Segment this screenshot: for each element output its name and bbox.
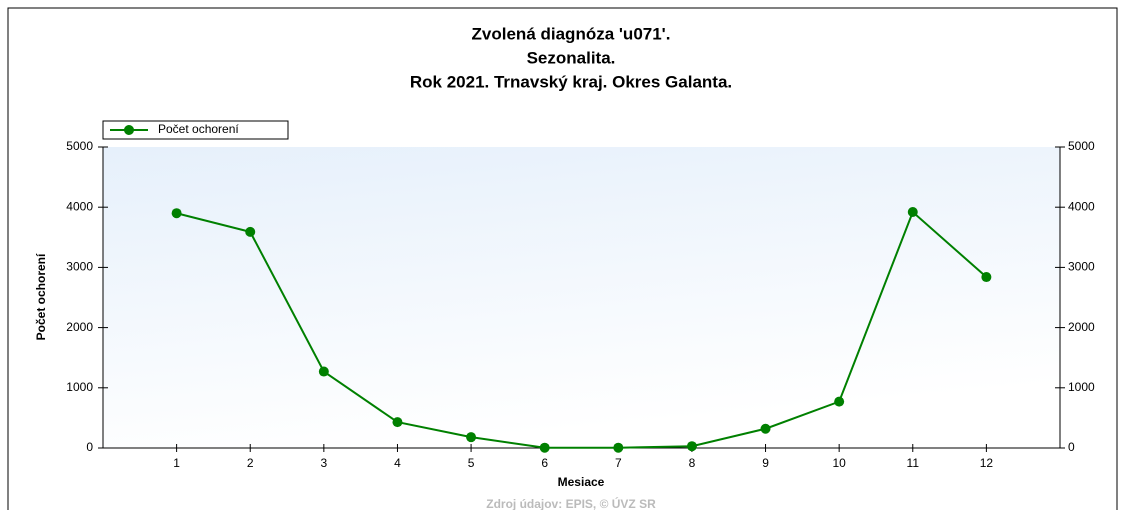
line xyxy=(176,210,988,449)
marker xyxy=(392,417,403,428)
x-tick-label: 4 xyxy=(394,456,401,470)
marker xyxy=(613,442,624,453)
frame xyxy=(7,7,1118,510)
y2-tick-label: 3000 xyxy=(1068,260,1095,274)
y-tick-label: 4000 xyxy=(66,199,93,213)
y-axis-label: Počet ochorení xyxy=(34,253,48,340)
x-axis-label: Mesiace xyxy=(558,475,605,489)
x-tick-label: 6 xyxy=(541,456,548,470)
legend-box xyxy=(102,120,289,140)
marker xyxy=(981,272,992,283)
y-tick-label: 1000 xyxy=(66,380,93,394)
marker xyxy=(245,226,256,237)
x-tick-label: 9 xyxy=(762,456,769,470)
legend-marker xyxy=(124,125,134,135)
x-tick-label: 8 xyxy=(689,456,696,470)
y-tick-label: 0 xyxy=(86,440,93,454)
y2-tick-label: 0 xyxy=(1068,440,1075,454)
y-tick-label: 2000 xyxy=(66,320,93,334)
y-tick-label: 5000 xyxy=(66,139,93,153)
legend xyxy=(102,120,289,140)
legend-label: Počet ochorení xyxy=(158,122,239,136)
x-tick-label: 5 xyxy=(468,456,475,470)
marker xyxy=(539,442,550,453)
x-tick-label: 3 xyxy=(321,456,328,470)
y2-tick-label: 5000 xyxy=(1068,139,1095,153)
x-tick-label: 1 xyxy=(173,456,180,470)
y2-tick-label: 1000 xyxy=(1068,380,1095,394)
x-tick-label: 2 xyxy=(247,456,254,470)
x-tick-label: 11 xyxy=(907,456,920,470)
x-tick-label: 10 xyxy=(832,456,846,470)
marker xyxy=(686,441,697,452)
y-tick-label: 3000 xyxy=(66,260,93,274)
chart-subtitle: Sezonalita. xyxy=(527,48,616,67)
marker xyxy=(760,423,771,434)
x-tick-label: 7 xyxy=(615,456,622,470)
chart-subtitle: Rok 2021. Trnavský kraj. Okres Galanta. xyxy=(410,72,732,91)
source-note: Zdroj údajov: EPIS, © ÚVZ SR xyxy=(486,496,656,510)
marker xyxy=(834,396,845,407)
marker xyxy=(907,207,918,218)
marker xyxy=(171,208,182,219)
plot-area xyxy=(103,147,1060,448)
marker xyxy=(466,432,477,443)
y2-tick-label: 2000 xyxy=(1068,320,1095,334)
y2-tick-label: 4000 xyxy=(1068,199,1095,213)
x-tick-label: 12 xyxy=(980,456,994,470)
chart-title: Zvolená diagnóza 'u071'. xyxy=(472,24,671,43)
marker xyxy=(318,366,329,377)
